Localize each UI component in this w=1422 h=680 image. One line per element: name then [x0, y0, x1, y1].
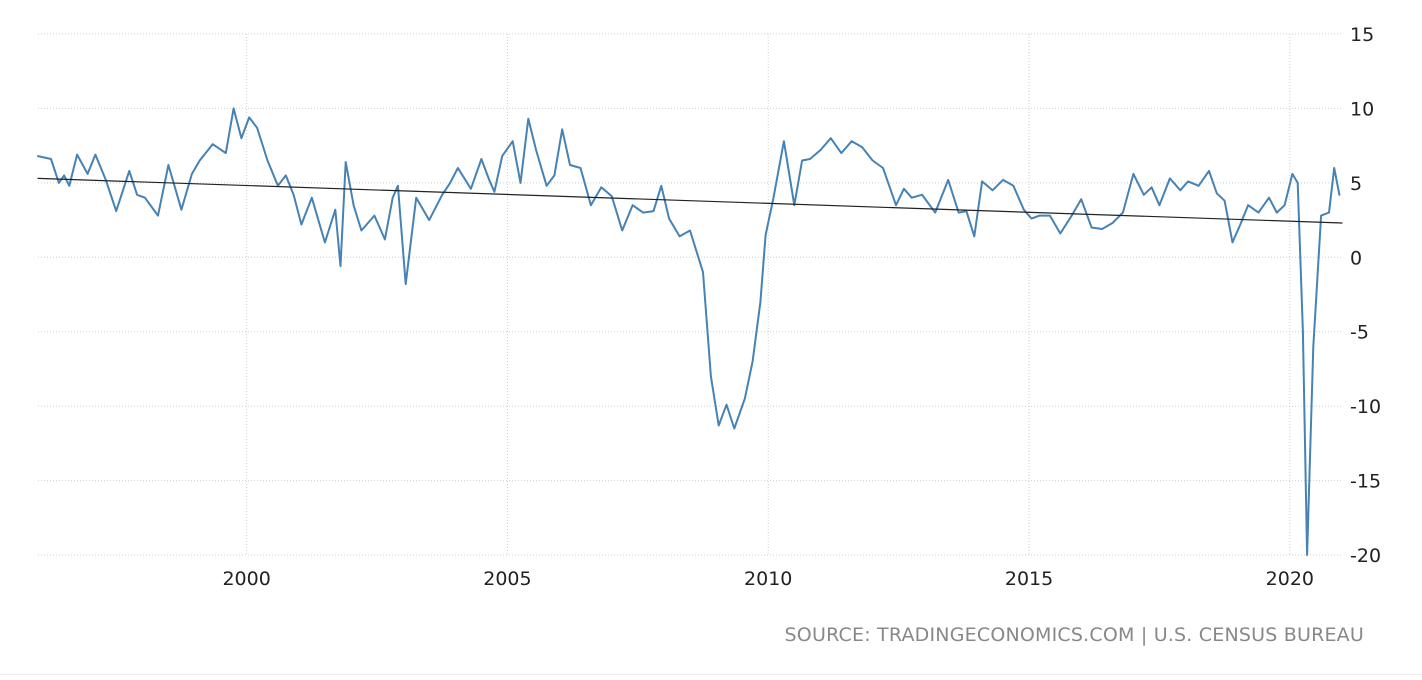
source-text: SOURCE: TRADINGECONOMICS.COM | U.S. CENS… — [784, 624, 1364, 646]
x-axis-ticks: 2000 2005 2010 2015 2020 — [222, 568, 1314, 590]
series-group — [37, 107, 1343, 556]
y-tick-label: -20 — [1350, 545, 1381, 567]
y-tick-label: -5 — [1350, 322, 1369, 344]
grid — [38, 33, 1342, 556]
y-tick-label: 15 — [1350, 24, 1374, 46]
x-tick-label: 2010 — [744, 568, 792, 590]
series-line-main — [37, 107, 1341, 556]
y-tick-label: -10 — [1350, 396, 1381, 418]
bottom-divider — [0, 674, 1422, 675]
x-tick-label: 2015 — [1005, 568, 1053, 590]
y-tick-label: 5 — [1350, 173, 1362, 195]
x-tick-label: 2000 — [222, 568, 270, 590]
series-line-trend — [37, 177, 1343, 224]
y-tick-label: 0 — [1350, 247, 1362, 269]
x-tick-label: 2020 — [1266, 568, 1314, 590]
x-tick-label: 2005 — [483, 568, 531, 590]
y-axis-ticks: 15 10 5 0 -5 -10 -15 -20 — [1350, 24, 1381, 567]
y-tick-label: 10 — [1350, 98, 1374, 120]
y-tick-label: -15 — [1350, 471, 1381, 493]
